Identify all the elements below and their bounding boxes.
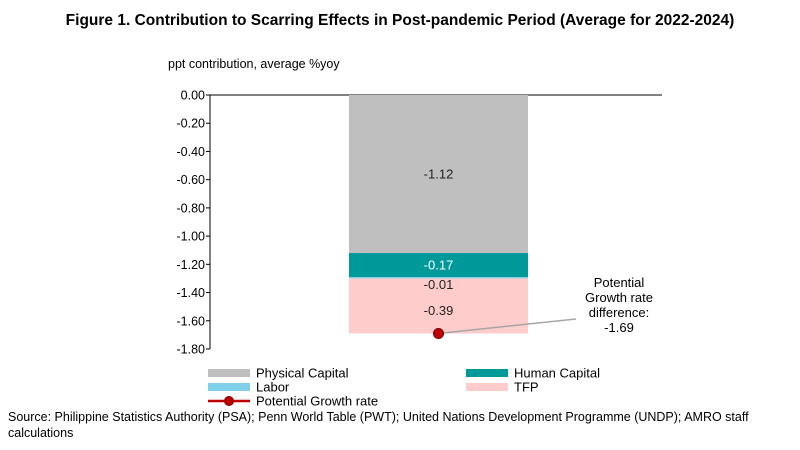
legend-potential-growth-rate-marker — [224, 396, 234, 406]
annotation-text: Growth rate — [585, 290, 653, 305]
bar-segment-tfp — [349, 278, 528, 334]
bar-segment-human-capital — [349, 253, 528, 278]
data-label-physical-capital: -1.12 — [424, 167, 454, 182]
annotation-text: -1.69 — [604, 320, 634, 335]
legend-labor-label: Labor — [256, 380, 290, 395]
y-tick-label: -1.20 — [177, 258, 206, 272]
y-axis: 0.00 -0.20 -0.40 -0.60 -0.80 -1.00 -1.20 -1.40 -… — [177, 89, 662, 357]
data-label-human-capital: -0.17 — [424, 258, 454, 273]
source-note: Source: Philippine Statistics Authority … — [8, 410, 749, 440]
y-tick-label: -0.80 — [177, 201, 206, 215]
legend-physical-capital-swatch — [208, 369, 250, 377]
chart-title: Figure 1. Contribution to Scarring Effec… — [65, 12, 735, 29]
y-tick-label: 0.00 — [181, 89, 205, 103]
chart: ppt contribution, average %yoy 0.00 -0.20… — [168, 57, 662, 409]
legend-tfp-label: TFP — [514, 380, 539, 395]
stacked-bar — [349, 95, 528, 334]
y-tick-label: -1.40 — [177, 286, 206, 300]
y-axis-label: ppt contribution, average %yoy — [168, 57, 340, 71]
annotation-leader-line — [438, 318, 577, 335]
legend-potential-growth-rate-label: Potential Growth rate — [256, 394, 378, 409]
y-tick-label: -1.00 — [177, 230, 206, 244]
potential-growth-marker — [433, 327, 444, 339]
y-tick-label: -1.80 — [177, 343, 206, 357]
data-label-labor: -0.01 — [424, 277, 454, 292]
legend: Physical Capital Human Capital Labor TFP Pot… — [208, 366, 600, 409]
y-tick-label: -0.40 — [177, 145, 206, 159]
annotation-text: difference: — [589, 305, 649, 320]
legend-human-capital-swatch — [466, 369, 508, 377]
bar-segment-labor — [349, 277, 528, 279]
bar-segment-physical-capital — [349, 95, 528, 254]
legend-labor-swatch — [208, 383, 250, 391]
legend-physical-capital-label: Physical Capital — [256, 366, 349, 381]
data-label-tfp: -0.39 — [424, 303, 454, 318]
y-tick-label: -0.20 — [177, 117, 206, 131]
annotation-text: Potential — [594, 275, 645, 290]
y-tick-label: -0.60 — [177, 173, 206, 187]
legend-tfp-swatch — [466, 383, 508, 391]
data-labels: -1.12 -0.17 -0.01 -0.39 — [424, 167, 454, 318]
legend-human-capital-label: Human Capital — [514, 366, 600, 381]
y-tick-label: -1.60 — [177, 314, 206, 328]
